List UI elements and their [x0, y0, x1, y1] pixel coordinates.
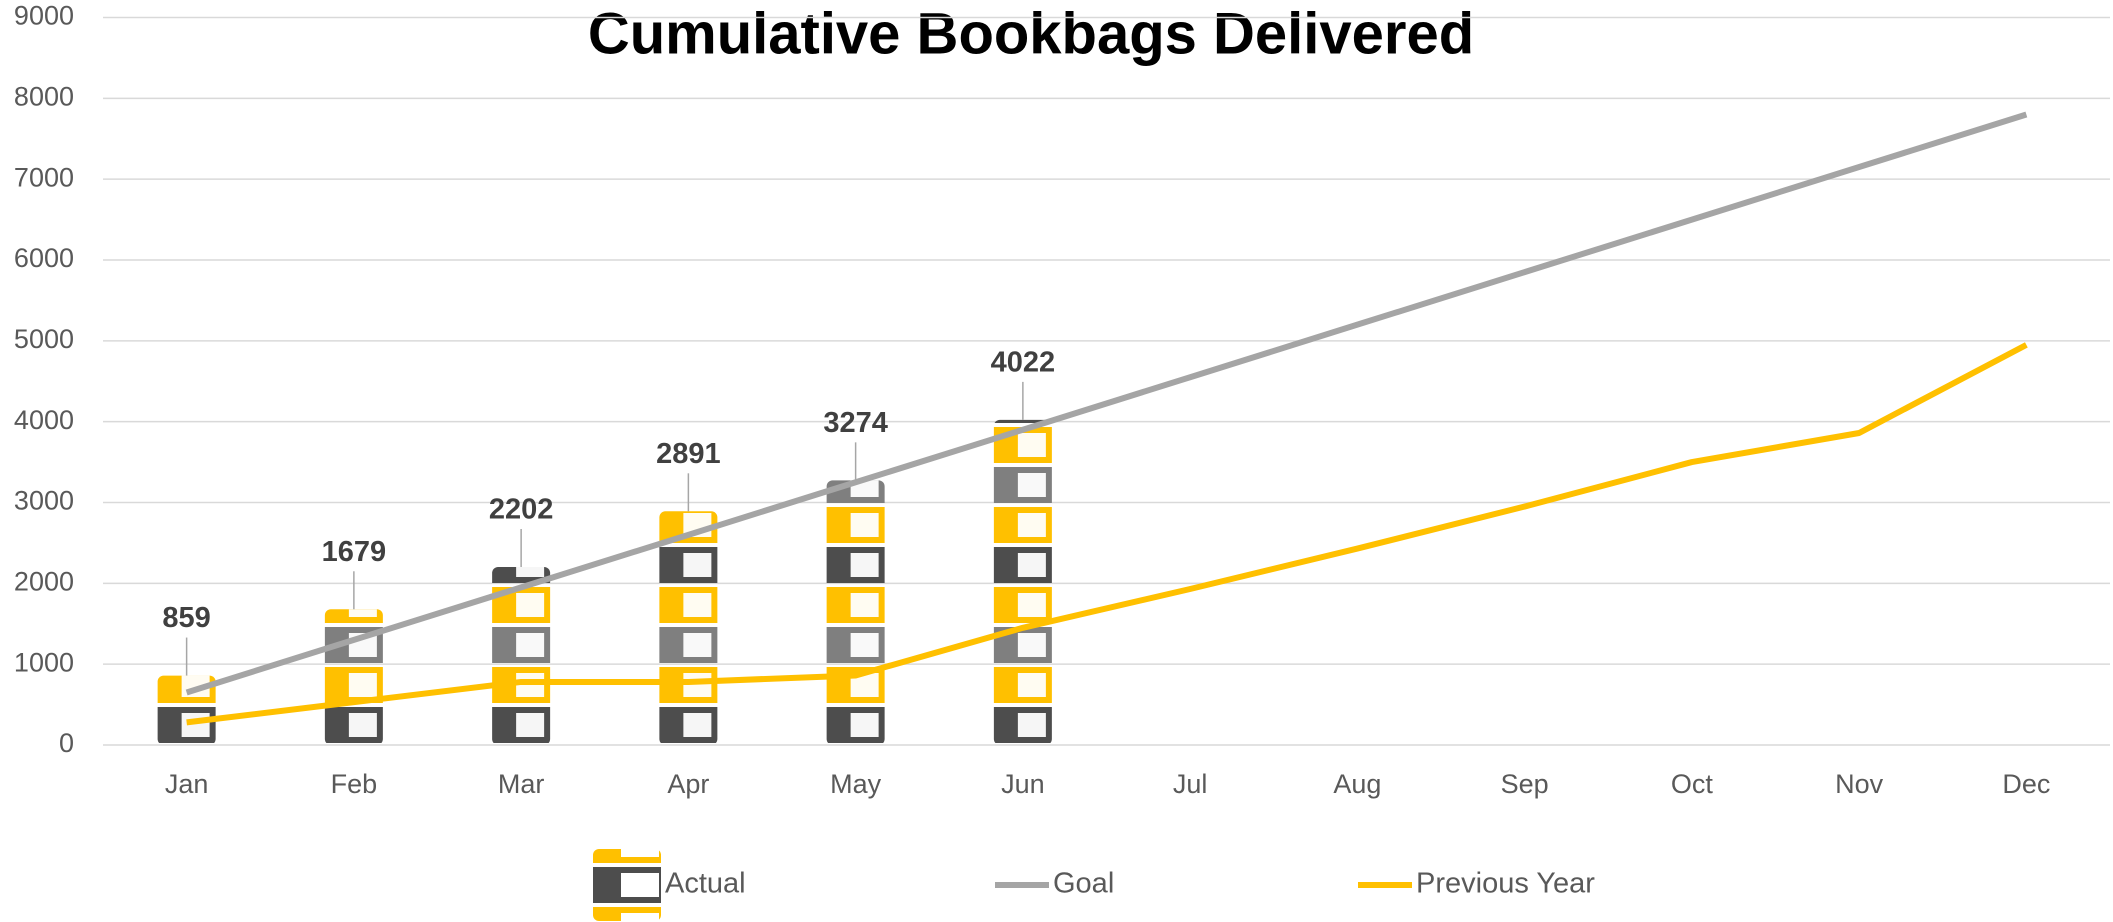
y-tick-label: 9000: [14, 1, 74, 31]
legend-label: Goal: [1053, 868, 1114, 900]
legend-icon-pages: [621, 849, 659, 921]
bar: [659, 511, 717, 745]
y-tick-label: 8000: [14, 81, 74, 111]
bar-pages: [516, 567, 544, 745]
bar: [994, 420, 1052, 745]
x-tick-label: Sep: [1501, 769, 1549, 799]
y-tick-label: 3000: [14, 486, 74, 516]
x-tick-label: Apr: [667, 769, 709, 799]
bar: [325, 609, 383, 745]
y-tick-label: 2000: [14, 566, 74, 596]
legend-label: Previous Year: [1416, 868, 1595, 900]
chart: Cumulative Bookbags Delivered 0 1000 2000 3…: [0, 0, 2113, 922]
bar: [827, 480, 885, 745]
data-label: 4022: [991, 347, 1056, 379]
x-tick-label: Jun: [1001, 769, 1045, 799]
x-tick-label: Nov: [1835, 769, 1884, 799]
y-tick-label: 1000: [14, 647, 74, 677]
y-tick-label: 4000: [14, 405, 74, 435]
data-label: 2891: [656, 438, 721, 470]
x-tick-label: Jan: [165, 769, 209, 799]
bar-pages: [851, 480, 879, 745]
bar-pages: [349, 609, 377, 745]
y-tick-label: 0: [59, 728, 74, 758]
bar-pages: [1018, 420, 1046, 745]
y-tick-label: 6000: [14, 243, 74, 273]
chart-title: Cumulative Bookbags Delivered: [588, 1, 1474, 66]
data-label: 2202: [489, 494, 554, 526]
x-tick-label: Jul: [1173, 769, 1208, 799]
legend-label: Actual: [665, 868, 746, 900]
x-tick-label: Mar: [498, 769, 545, 799]
x-tick-label: Dec: [2002, 769, 2050, 799]
x-tick-label: Feb: [331, 769, 378, 799]
x-tick-label: Oct: [1671, 769, 1714, 799]
bar-pages: [683, 511, 711, 745]
x-tick-label: Aug: [1333, 769, 1381, 799]
data-label: 3274: [823, 407, 888, 439]
data-label: 1679: [322, 536, 387, 568]
y-tick-label: 5000: [14, 324, 74, 354]
data-label: 859: [162, 602, 210, 634]
x-tick-label: May: [830, 769, 882, 799]
y-tick-label: 7000: [14, 162, 74, 192]
